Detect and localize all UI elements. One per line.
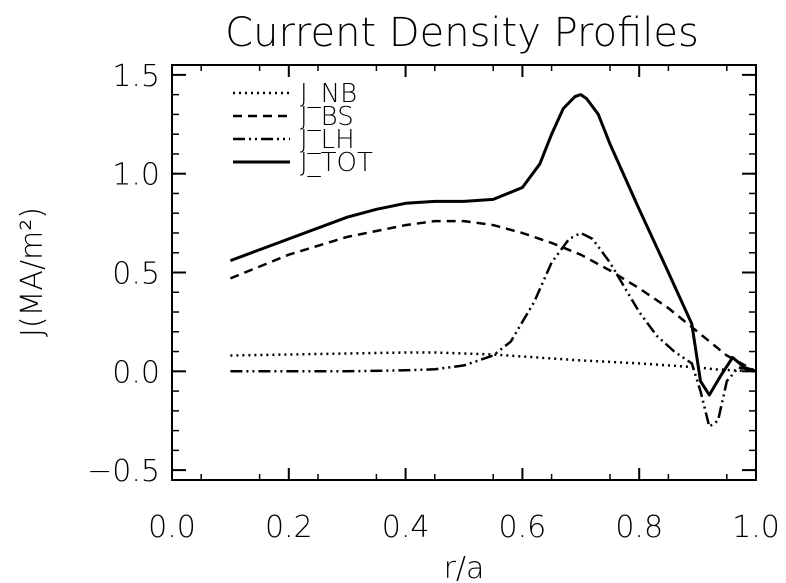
- legend-label-j-lh: J_LH: [300, 125, 355, 155]
- y-tick-label: 0.5: [112, 257, 160, 292]
- y-tick-label: −0.5: [87, 454, 160, 489]
- series-line-j-tot: [229, 93, 757, 397]
- legend-label-j-nb: J_NB: [300, 79, 357, 109]
- tick-labels: 0.0 0.2 0.4 0.6 0.8 1.0 −0.5 0.0 0.5 1.0 1.5: [87, 59, 780, 545]
- x-tick-label: 0.6: [499, 510, 547, 545]
- series-line-j-nb: [230, 351, 757, 373]
- x-tick-label: 0.0: [148, 510, 196, 545]
- x-tick-label: 1.0: [732, 510, 780, 545]
- y-tick-label: 0.0: [112, 355, 160, 390]
- series-line-j-bs: [229, 219, 757, 373]
- chart-title: Current Density Profiles: [225, 10, 699, 56]
- y-tick-label: 1.5: [112, 59, 160, 94]
- legend: J_NBJ_BSJ_LHJ_TOT: [233, 79, 373, 178]
- legend-label-j-tot: J_TOT: [300, 148, 373, 178]
- x-axis-label: r/a: [444, 551, 485, 583]
- x-tick-label: 0.8: [615, 510, 663, 545]
- x-tick-label: 0.4: [382, 510, 430, 545]
- y-axis-label: J(MA/m²): [15, 207, 50, 337]
- series-lines: [229, 93, 757, 428]
- x-tick-label: 0.2: [265, 510, 313, 545]
- legend-label-j-bs: J_BS: [300, 102, 354, 132]
- series-line-j-lh: [230, 231, 757, 428]
- axis-ticks: [171, 65, 757, 480]
- y-tick-label: 1.0: [112, 158, 160, 193]
